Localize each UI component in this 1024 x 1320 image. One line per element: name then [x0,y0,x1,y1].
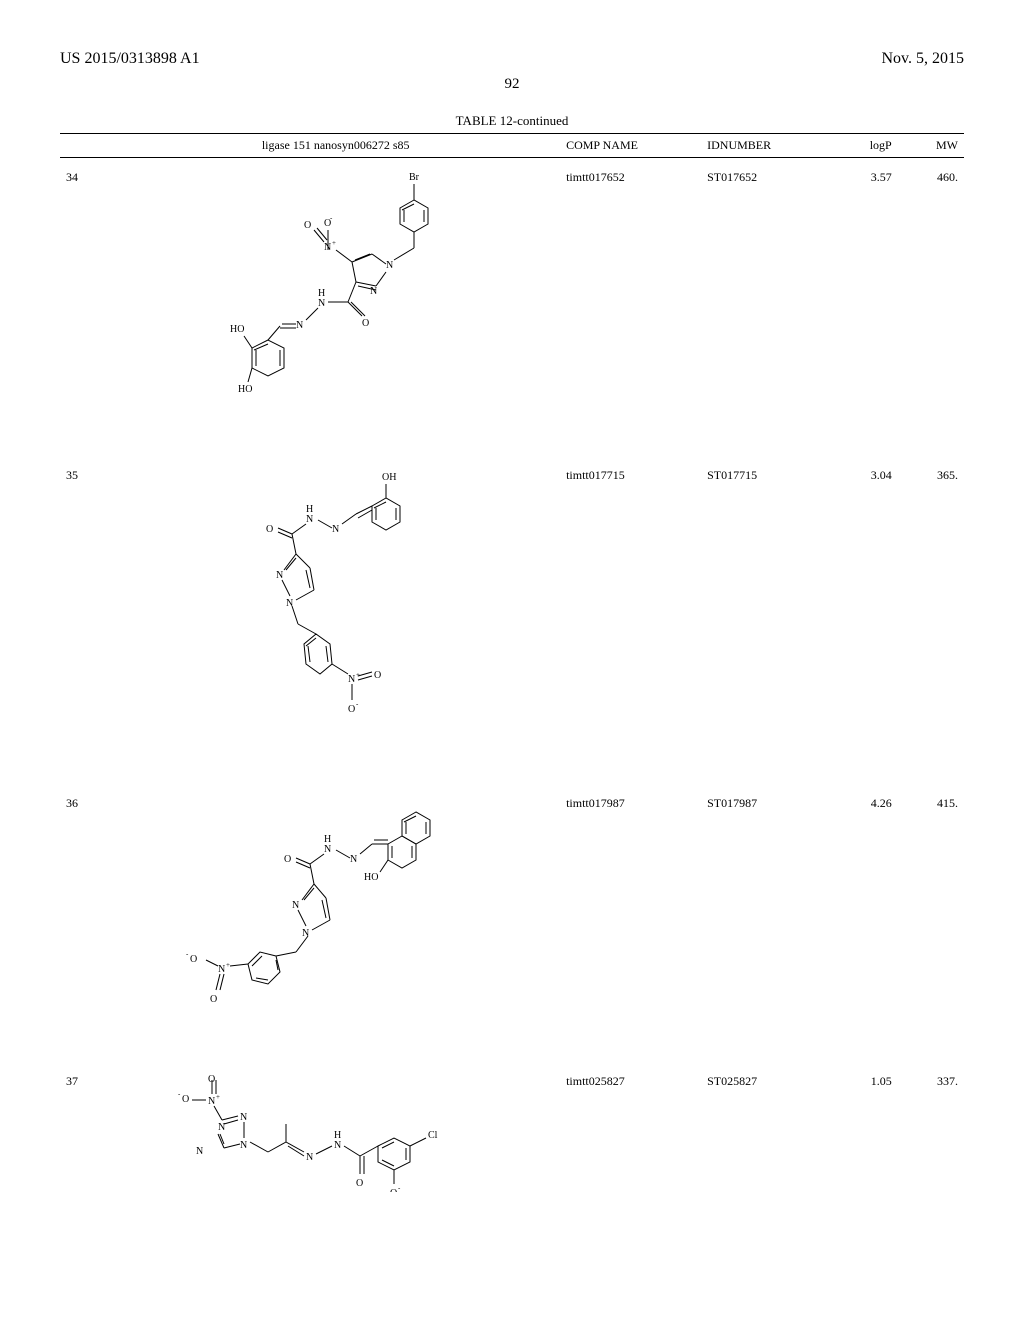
svg-text:N: N [370,286,377,297]
col-blank [60,134,111,158]
svg-text:HO: HO [364,872,378,883]
col-idnumber-header: IDNUMBER [701,134,831,158]
logp-value: 3.57 [831,158,897,457]
svg-text:N: N [306,514,313,525]
mw-value: 337. [898,1062,964,1220]
svg-text:+: + [332,239,336,247]
structure-cell: O - N + O N [111,1062,560,1220]
svg-text:OH: OH [382,472,396,483]
svg-text:N: N [348,674,355,685]
svg-text:HO: HO [230,324,244,335]
row-number: 34 [60,158,111,457]
chemical-structure-35: OH N N H [196,466,476,756]
svg-text:H: H [324,834,331,845]
svg-text:N: N [334,1140,341,1151]
structure-cell: OH N N H [111,456,560,784]
svg-text:N: N [208,1096,215,1107]
table-header-row: ligase 151 nanosyn006272 s85 COMP NAME I… [60,134,964,158]
table-row: 34 Br [60,158,964,457]
svg-text:-: - [178,1090,181,1098]
svg-text:N: N [240,1112,247,1123]
svg-text:N: N [332,524,339,535]
svg-text:-: - [330,214,333,222]
svg-text:-: - [398,1184,401,1192]
svg-text:N: N [296,320,303,331]
svg-text:HO: HO [238,384,252,395]
col-logp-header: logP [831,134,897,158]
id-number: ST017652 [701,158,831,457]
svg-text:O: O [356,1178,363,1189]
svg-text:N: N [240,1140,247,1151]
structure-cell: HO N N H [111,784,560,1062]
table-row: 36 HO [60,784,964,1062]
publication-date: Nov. 5, 2015 [881,50,964,68]
chemical-structure-34: Br N N [176,168,496,428]
svg-text:N: N [350,854,357,865]
svg-text:+: + [356,671,360,679]
row-number: 37 [60,1062,111,1220]
svg-text:O: O [284,854,291,865]
svg-text:O: O [374,670,381,681]
id-number: ST025827 [701,1062,831,1220]
svg-text:H: H [318,288,325,299]
chemical-structure-36: HO N N H [166,794,506,1034]
chemical-structure-37: O - N + O N [156,1072,516,1192]
svg-text:O: O [190,954,197,965]
table-row: 35 OH [60,456,964,784]
page-number: 92 [60,76,964,93]
svg-text:N: N [386,260,393,271]
publication-number: US 2015/0313898 A1 [60,50,200,68]
mw-value: 365. [898,456,964,784]
svg-text:O: O [210,994,217,1005]
compound-table: ligase 151 nanosyn006272 s85 COMP NAME I… [60,133,964,1220]
svg-text:N: N [218,964,225,975]
svg-text:N: N [292,900,299,911]
svg-text:O: O [182,1094,189,1105]
comp-name: timtt017652 [560,158,701,457]
svg-text:+: + [216,1093,220,1101]
page-header: US 2015/0313898 A1 Nov. 5, 2015 [60,50,964,68]
id-number: ST017715 [701,456,831,784]
svg-text:H: H [306,504,313,515]
logp-value: 4.26 [831,784,897,1062]
svg-text:O: O [208,1074,215,1085]
svg-text:N: N [276,570,283,581]
svg-text:N: N [324,844,331,855]
table-row: 37 O - N + O [60,1062,964,1220]
mw-value: 460. [898,158,964,457]
svg-text:-: - [356,700,359,708]
logp-value: 3.04 [831,456,897,784]
svg-text:N: N [302,928,309,939]
svg-text:N: N [196,1146,203,1157]
col-compname-header: COMP NAME [560,134,701,158]
logp-value: 1.05 [831,1062,897,1220]
id-number: ST017987 [701,784,831,1062]
mw-value: 415. [898,784,964,1062]
svg-text:Br: Br [409,172,420,183]
svg-text:Cl: Cl [428,1130,438,1141]
comp-name: timtt025827 [560,1062,701,1220]
svg-text:O: O [390,1188,397,1192]
svg-text:O: O [362,318,369,329]
row-number: 35 [60,456,111,784]
svg-text:N: N [318,298,325,309]
svg-text:O: O [348,704,355,715]
structure-cell: Br N N [111,158,560,457]
svg-text:H: H [334,1130,341,1141]
comp-name: timtt017987 [560,784,701,1062]
table-title: TABLE 12-continued [60,113,964,129]
comp-name: timtt017715 [560,456,701,784]
svg-text:+: + [226,961,230,969]
row-number: 36 [60,784,111,1062]
svg-text:N: N [306,1152,313,1163]
col-structure-header: ligase 151 nanosyn006272 s85 [111,134,560,158]
svg-text:-: - [186,950,189,958]
col-mw-header: MW [898,134,964,158]
svg-text:O: O [304,220,311,231]
svg-text:O: O [266,524,273,535]
